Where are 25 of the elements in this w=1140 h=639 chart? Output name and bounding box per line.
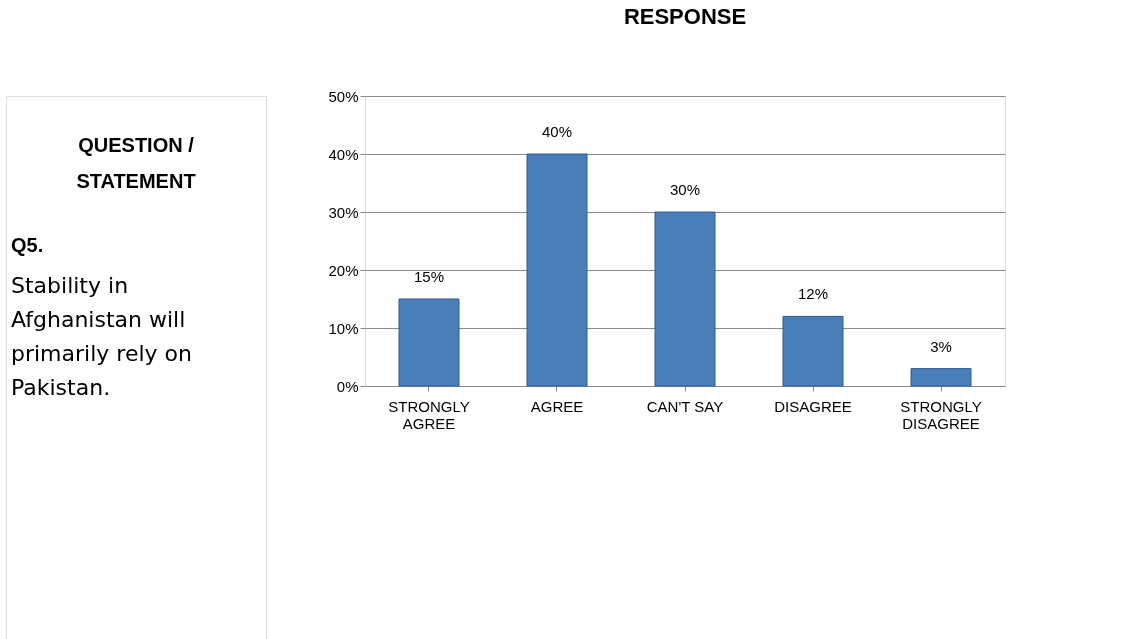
bar [782,315,844,387]
text: RESPONSE [623,4,747,29]
data-label: 12% [797,285,829,303]
bar [654,211,716,387]
x-tick-label: DISAGREE [774,397,852,415]
text: Q5. [11,234,44,256]
data-label: 40% [541,123,573,140]
y-tick-label: 50% [328,87,359,105]
bar [398,298,460,387]
data-label: 3% [930,337,952,355]
x-tick-label: STRONGLY DISAGREE [900,397,982,432]
bar [910,368,972,387]
y-tick-label: 20% [328,261,359,279]
y-tick-label: 0% [336,377,359,395]
y-tick-label: 40% [328,145,359,163]
text: QUESTION / STATEMENT [76,134,196,192]
x-tick-label: CAN'T SAY [646,397,724,415]
text: Stability in Afghanistan will primarily rely on Pakistan. [11,273,192,400]
y-tick-label: 30% [328,203,359,221]
data-label: 15% [413,268,445,285]
bar [526,153,588,387]
x-tick-label: AGREE [530,397,584,415]
data-label: 30% [669,181,701,198]
y-tick-label: 10% [328,319,359,337]
x-tick-label: STRONGLY AGREE [388,397,470,432]
